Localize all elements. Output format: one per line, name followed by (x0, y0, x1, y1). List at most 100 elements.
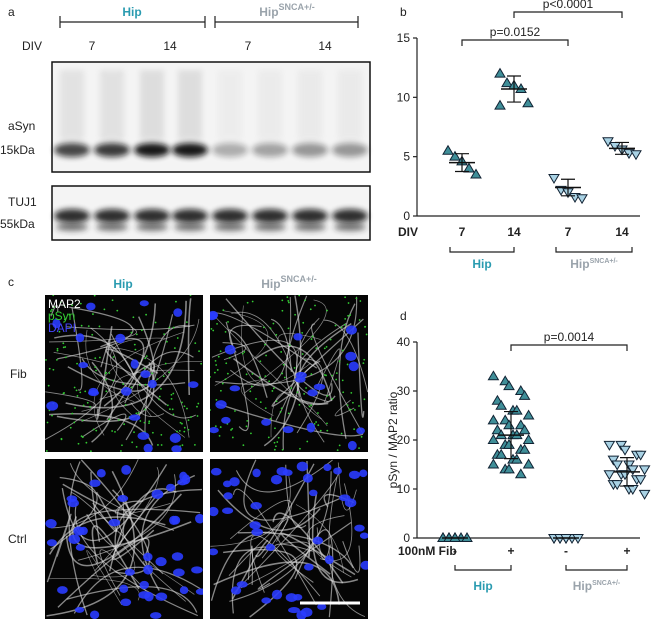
group-label-base: Hip (261, 277, 280, 291)
psyn-dot (325, 345, 328, 348)
neurite (216, 402, 364, 437)
neurite (229, 500, 292, 542)
psyn-dot (363, 398, 366, 401)
nucleus (303, 563, 314, 571)
psyn-dot (46, 421, 49, 424)
nucleus (140, 370, 151, 378)
error-bar (504, 410, 518, 460)
psyn-dot (287, 412, 290, 415)
psyn-dot (296, 391, 299, 394)
x-tick-label: 7 (459, 225, 466, 239)
nucleus (79, 526, 88, 536)
psyn-dot (176, 430, 178, 433)
psyn-dot (166, 404, 169, 407)
psyn-dot (273, 448, 276, 451)
nucleus (173, 568, 185, 577)
comparison-bracket (513, 11, 623, 18)
nucleus (86, 302, 96, 311)
neurite (324, 319, 368, 393)
psyn-dot (234, 410, 236, 412)
psyn-dot (329, 338, 332, 341)
psyn-dot (360, 435, 363, 438)
psyn-dot (347, 302, 350, 304)
psyn-dot (60, 438, 63, 441)
band (254, 223, 286, 231)
data-point (634, 475, 647, 486)
psyn-dot (264, 375, 267, 378)
data-point (603, 440, 616, 451)
smear (140, 70, 164, 140)
psyn-dot (210, 327, 213, 330)
psyn-dot (76, 395, 79, 397)
nucleus (261, 597, 272, 604)
psyn-dot (137, 412, 140, 414)
nucleus (120, 387, 132, 396)
psyn-dot (181, 444, 184, 447)
group-bracket (449, 247, 515, 253)
psyn-dot (197, 402, 200, 405)
band (332, 143, 368, 157)
neurite (285, 464, 307, 528)
nucleus (360, 560, 368, 570)
psyn-dot (80, 435, 83, 438)
psyn-dot (301, 332, 304, 334)
psyn-dot (190, 416, 192, 418)
psyn-dot (173, 347, 176, 349)
psyn-dot (63, 304, 66, 307)
data-point (638, 489, 651, 500)
nucleus (294, 376, 306, 383)
psyn-dot (95, 429, 98, 432)
psyn-dot (210, 376, 211, 378)
neurite (65, 493, 182, 567)
psyn-dot (140, 329, 143, 332)
nucleus (333, 467, 342, 475)
psyn-dot (111, 299, 114, 302)
psyn-dot (283, 376, 286, 379)
psyn-dot (308, 405, 311, 408)
nucleus (120, 598, 132, 607)
band (252, 209, 288, 223)
band (174, 223, 206, 231)
neurite (81, 318, 200, 423)
band (54, 143, 90, 157)
nucleus (249, 521, 261, 530)
nucleus (169, 433, 181, 443)
nucleus (143, 552, 153, 562)
psyn-dot (81, 436, 84, 439)
nucleus (300, 607, 313, 617)
neurite (228, 329, 268, 398)
psyn-dot (347, 314, 350, 317)
psyn-dot (154, 321, 157, 324)
nucleus (89, 479, 101, 488)
psyn-dot (162, 375, 165, 378)
blot-bands (54, 70, 368, 231)
nucleus (317, 603, 327, 610)
psyn-dot (358, 405, 360, 407)
psyn-dot (219, 350, 222, 353)
nucleus (296, 461, 309, 472)
group-label: Hip (113, 277, 132, 291)
psyn-dot (94, 366, 97, 368)
psyn-dot (151, 431, 154, 434)
neurite (233, 358, 336, 405)
error-bar (615, 141, 629, 155)
nucleus (250, 502, 262, 510)
nucleus (66, 495, 78, 502)
psyn-dot (350, 391, 353, 394)
psyn-dot (280, 351, 283, 353)
nucleus (151, 489, 164, 500)
blot-protein: aSyn (8, 119, 35, 133)
psyn-dot (281, 299, 284, 302)
comparison-label: p=0.0014 (544, 330, 595, 344)
smear (178, 70, 202, 140)
psyn-dot (45, 450, 48, 452)
nucleus (57, 586, 68, 594)
nucleus (221, 507, 234, 514)
psyn-dot (301, 353, 304, 355)
neurite (240, 378, 274, 416)
y-tick-label: 10 (397, 90, 411, 104)
psyn-dot (169, 408, 171, 411)
psyn-dot (218, 435, 221, 437)
neurite (130, 402, 165, 417)
psyn-dot (172, 413, 175, 416)
